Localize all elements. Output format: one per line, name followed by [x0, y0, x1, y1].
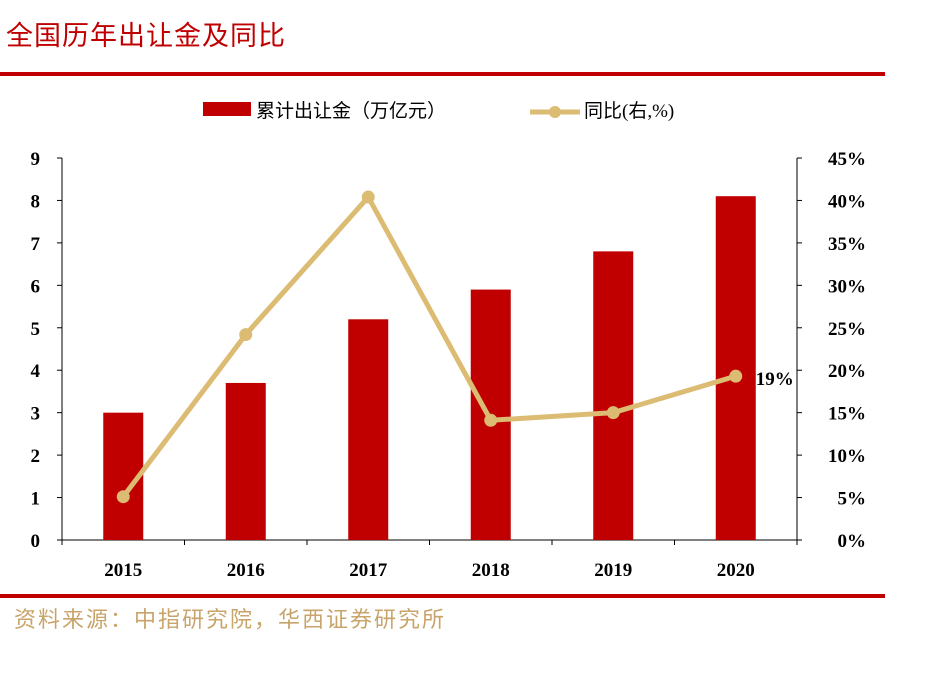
x-tick-label: 2020	[717, 560, 755, 581]
left-tick-label: 9	[31, 149, 41, 170]
yoy-point-2015	[116, 490, 130, 504]
left-tick-label: 6	[31, 276, 41, 297]
right-tick-label: 30%	[828, 276, 866, 297]
yoy-point-2018	[484, 413, 498, 427]
left-tick-label: 2	[31, 446, 41, 467]
right-tick-label: 0%	[838, 531, 867, 552]
bar-2017	[348, 319, 389, 540]
right-tick-label: 5%	[838, 489, 867, 510]
data-label: 19%	[756, 369, 794, 390]
x-tick-label: 2019	[594, 560, 632, 581]
x-tick-label: 2017	[349, 560, 388, 581]
right-tick-label: 15%	[828, 404, 866, 425]
yoy-point-2019	[606, 406, 620, 420]
yoy-point-2020	[729, 369, 743, 383]
x-tick-label: 2018	[472, 560, 510, 581]
x-tick-label: 2016	[227, 560, 265, 581]
right-tick-label: 25%	[828, 319, 866, 340]
right-tick-label: 45%	[828, 149, 866, 170]
left-tick-label: 0	[31, 531, 41, 552]
bar-2019	[593, 251, 634, 540]
yoy-point-2016	[239, 328, 253, 342]
right-tick-label: 40%	[828, 191, 866, 212]
x-tick-label: 2015	[104, 560, 142, 581]
left-tick-label: 1	[31, 489, 41, 510]
left-tick-label: 5	[31, 319, 41, 340]
bar-2016	[225, 382, 266, 540]
source-note: 资料来源：中指研究院，华西证券研究所	[14, 608, 447, 633]
yoy-line	[121, 194, 737, 499]
legend-line-label: 同比(右,%)	[584, 100, 674, 122]
left-tick-label: 7	[31, 234, 41, 255]
right-tick-label: 10%	[828, 446, 866, 467]
right-tick-label: 20%	[828, 361, 866, 382]
legend-line-marker	[549, 106, 561, 118]
bar-2020	[715, 196, 756, 540]
right-tick-label: 35%	[828, 234, 866, 255]
chart-title: 全国历年出让金及同比	[6, 21, 286, 52]
bottom-rule	[0, 594, 885, 598]
legend-bar-swatch	[203, 102, 251, 116]
left-tick-label: 3	[31, 404, 41, 425]
legend-bar-label: 累计出让金（万亿元）	[256, 100, 446, 122]
legend: 累计出让金（万亿元） 同比(右,%)	[203, 100, 674, 122]
left-tick-label: 4	[31, 361, 41, 382]
left-tick-label: 8	[31, 191, 41, 212]
yoy-point-2017	[361, 190, 375, 204]
top-rule	[0, 72, 885, 76]
